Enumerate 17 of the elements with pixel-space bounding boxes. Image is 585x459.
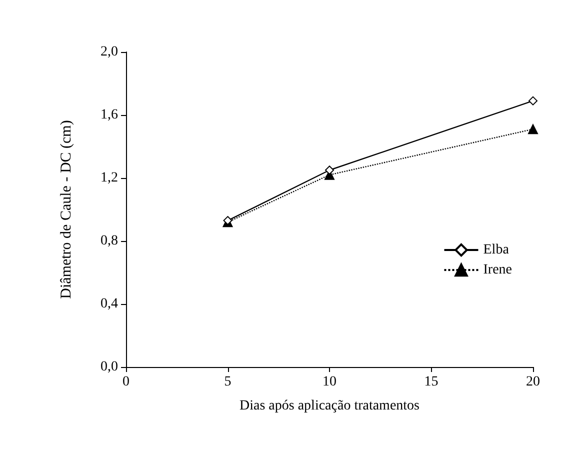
x-tick-label: 15 [424,374,438,390]
x-axis-title: Dias após aplicação tratamentos [240,398,420,414]
y-tick-label: 0,0 [100,360,118,374]
x-tick-label: 10 [322,374,336,390]
y-axis-title: Diâmetro de Caule - DC (cm) [58,120,74,299]
y-tick-label: 1,6 [100,108,118,122]
y-tick-label: 2,0 [100,44,118,60]
x-tick-label: 5 [224,374,232,390]
legend-label: Elba [483,242,510,258]
x-tick-label: 20 [526,374,540,390]
y-tick-label: 1,2 [100,170,118,186]
x-tick-label: 0 [122,374,130,390]
point [528,96,538,106]
point [528,124,538,134]
legend-label: Irene [483,262,512,278]
y-tick-label: 0,8 [100,234,118,248]
y-tick-label: 0,4 [100,296,118,312]
